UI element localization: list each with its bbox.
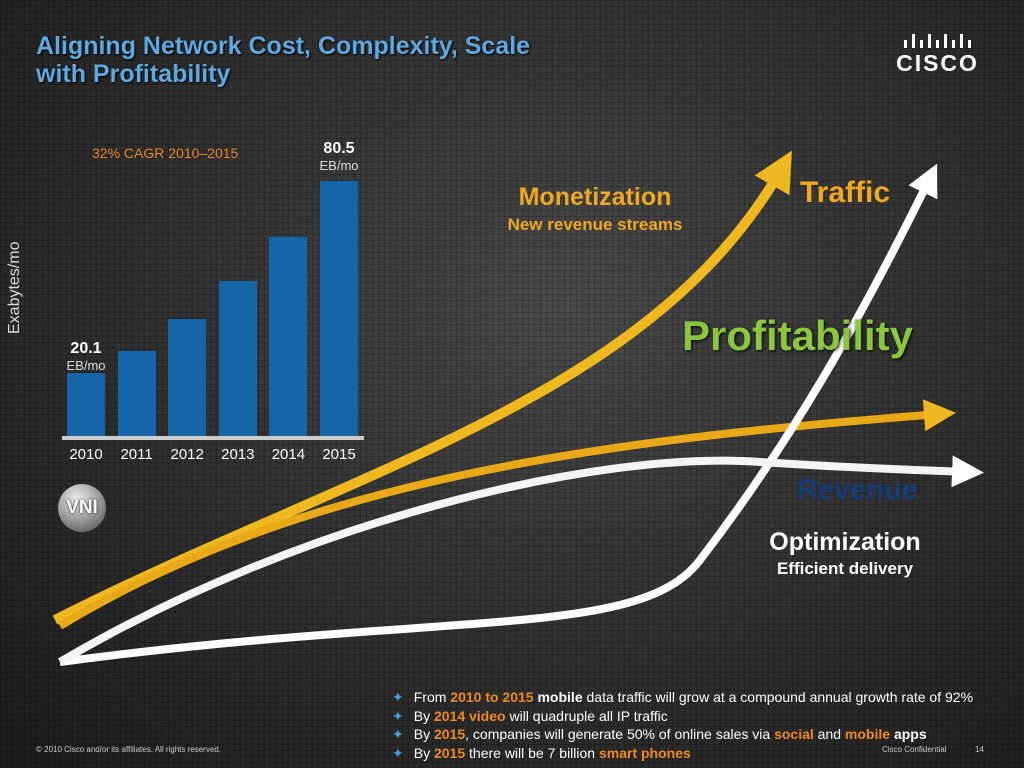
cagr-label: 32% CAGR 2010–2015: [92, 145, 239, 161]
text: , companies will generate 50% of online …: [465, 726, 775, 742]
traffic-curve: [59, 163, 938, 666]
text: By: [413, 744, 434, 761]
copyright: © 2010 Cisco and/or its affiliates. All …: [36, 745, 221, 754]
unit-label-2015: EB/mo: [319, 158, 359, 173]
bold-text: mobile: [537, 689, 583, 705]
confidential-label: Cisco Confidential: [882, 745, 947, 754]
unit-label-2010: EB/mo: [66, 358, 106, 373]
text: From: [413, 689, 451, 705]
monetization-label: Monetization: [518, 183, 672, 211]
value-label-2010: 20.1: [70, 340, 102, 357]
x-tick-label: 2015: [322, 446, 356, 463]
star-bullet-icon: ✦: [392, 689, 404, 705]
page-title: Aligning Network Cost, Complexity, Scale…: [36, 32, 530, 88]
star-bullet-icon: ✦: [392, 744, 404, 761]
title-line-1: Aligning Network Cost, Complexity, Scale: [36, 32, 531, 60]
x-tick-label: 2013: [221, 446, 255, 463]
highlight: 2015: [433, 744, 466, 761]
revenue-label: Revenue: [797, 474, 918, 506]
highlight: smart phones: [598, 744, 691, 761]
traffic-label: Traffic: [799, 176, 891, 209]
bar-2014: [269, 236, 308, 437]
vni-badge: VNI: [58, 484, 106, 532]
cisco-logo: CISCO: [890, 30, 985, 77]
profitability-label: Profitability: [681, 312, 914, 359]
bar-2013: [218, 281, 257, 437]
bullet-list: ✦ From 2010 to 2015 mobile data traffic w…: [392, 688, 973, 762]
first-annotation: 20.1 EB/mo: [57, 340, 115, 373]
highlight: mobile: [844, 726, 891, 742]
text: there will be 7 billion: [465, 744, 599, 761]
x-tick-label: 2014: [271, 446, 306, 463]
highlight: 2014 video: [433, 707, 506, 724]
page-number: 14: [975, 745, 984, 754]
x-axis-line: [62, 436, 364, 440]
revenue-curve: [57, 455, 984, 666]
bullet-item: ✦ By 2015 there will be 7 billion smart p…: [392, 744, 973, 763]
highlight: social: [774, 726, 814, 742]
value-label-2015: 80.5: [323, 140, 355, 157]
cisco-bridge-icon: [890, 30, 985, 48]
title-line-2: with Profitability: [36, 60, 231, 88]
cisco-wordmark: CISCO: [896, 50, 979, 76]
bar-2012: [168, 319, 207, 437]
y-axis-label: Exabytes/mo: [6, 241, 23, 334]
bar-2011: [117, 351, 156, 437]
bold-text: apps: [893, 726, 927, 742]
bullet-item: ✦ By 2014 video will quadruple all IP tra…: [392, 707, 973, 726]
bullet-item: ✦ By 2015, companies will generate 50% of…: [392, 725, 973, 744]
x-tick-label: 2011: [120, 446, 153, 463]
last-annotation: 80.5 EB/mo: [310, 140, 368, 173]
text: and: [813, 726, 845, 742]
text: By: [413, 726, 434, 742]
monetization-sublabel: New revenue streams: [507, 215, 683, 234]
highlight: 2015: [433, 726, 466, 742]
highlight: 2010 to 2015: [450, 689, 534, 705]
optimization-label: Optimization: [769, 528, 921, 556]
text: will quadruple all IP traffic: [505, 707, 668, 724]
monetization-curve: [52, 150, 792, 625]
text: By: [413, 707, 434, 724]
bar-2010: [67, 373, 105, 437]
star-bullet-icon: ✦: [392, 726, 404, 742]
bar-2015: [320, 181, 358, 437]
text: data traffic will grow at a compound ann…: [582, 689, 974, 705]
bullet-item: ✦ From 2010 to 2015 mobile data traffic w…: [392, 688, 973, 707]
x-tick-label: 2012: [170, 446, 204, 463]
x-tick-label: 2010: [69, 446, 103, 463]
optimization-sublabel: Efficient delivery: [776, 559, 914, 578]
star-bullet-icon: ✦: [392, 707, 404, 724]
